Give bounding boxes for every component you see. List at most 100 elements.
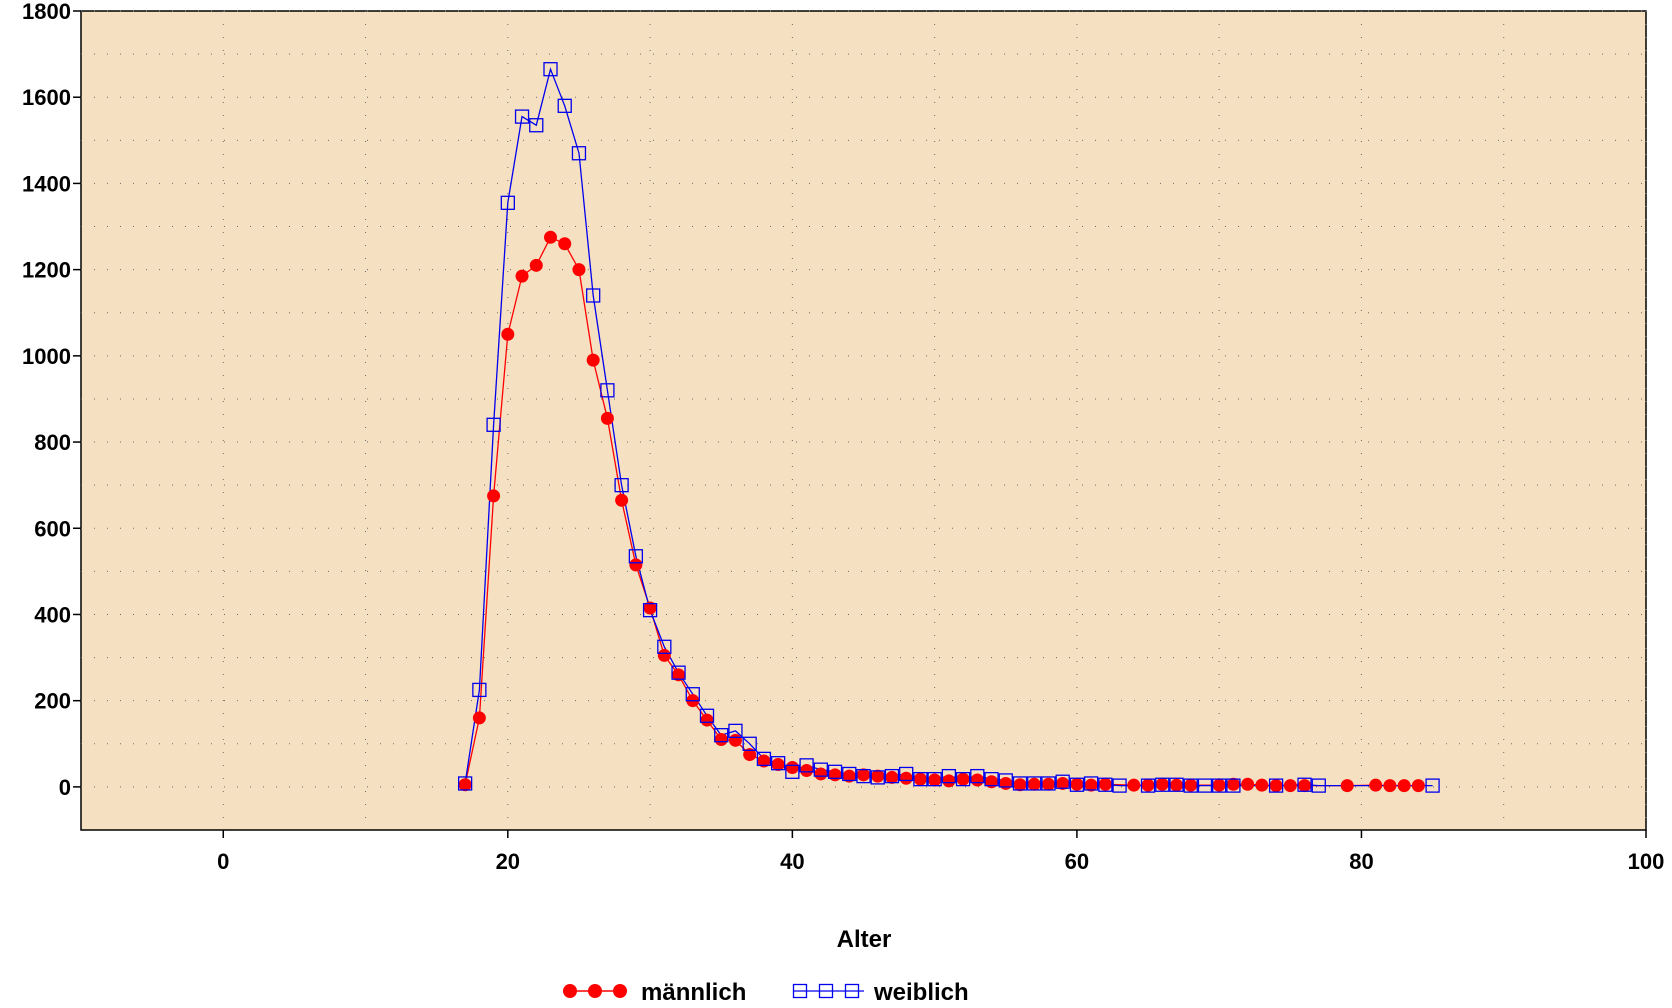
x-tick-label: 20 [496, 849, 520, 874]
data-point-maennlich [1170, 778, 1183, 792]
data-point-weiblich [586, 288, 601, 303]
data-point-weiblich [955, 771, 971, 787]
data-point-weiblich [1425, 778, 1440, 793]
data-point-weiblich [856, 768, 871, 784]
data-point-maennlich [1184, 778, 1198, 792]
y-tick-label: 800 [34, 430, 71, 455]
data-point-weiblich [785, 764, 800, 779]
data-point-weiblich [870, 770, 885, 785]
data-point-weiblich [1268, 778, 1284, 793]
data-point-weiblich [1027, 776, 1042, 791]
data-point-maennlich [970, 773, 984, 787]
data-point-weiblich [600, 383, 615, 398]
y-tick-label: 1600 [22, 85, 71, 110]
data-point-maennlich [757, 754, 771, 768]
data-point-weiblich [1183, 778, 1198, 793]
data-point-weiblich [1226, 778, 1241, 793]
data-point-maennlich [629, 558, 643, 572]
x-tick-label: 60 [1065, 849, 1089, 874]
data-point-maennlich [956, 772, 970, 786]
legend-marker-maennlich [563, 984, 577, 998]
data-point-maennlich [586, 353, 600, 367]
data-point-weiblich [543, 62, 558, 77]
data-point-maennlich [472, 711, 486, 725]
data-point-maennlich [501, 327, 515, 341]
data-point-weiblich [1069, 777, 1085, 792]
data-point-maennlich [1084, 778, 1098, 792]
data-point-weiblich [699, 708, 715, 723]
data-point-weiblich [514, 109, 530, 124]
data-point-maennlich [572, 263, 586, 277]
data-point-weiblich [642, 603, 658, 618]
data-point-weiblich [486, 417, 501, 432]
data-point-maennlich [544, 230, 557, 244]
data-point-maennlich [828, 768, 842, 782]
y-tick-label: 600 [34, 516, 71, 541]
data-point-weiblich [1055, 774, 1070, 789]
data-point-weiblich [756, 751, 772, 767]
data-point-weiblich [457, 776, 473, 791]
gridlines [81, 10, 1647, 830]
data-point-maennlich [1212, 778, 1226, 792]
data-point-weiblich [742, 736, 757, 751]
data-point-weiblich [657, 639, 672, 654]
data-point-weiblich [1140, 778, 1156, 793]
data-point-maennlich [643, 601, 657, 615]
plot-area [80, 10, 1647, 831]
legend-marker-maennlich [613, 984, 627, 998]
data-point-maennlich [1255, 778, 1269, 792]
y-tick-label: 1800 [22, 0, 71, 24]
data-point-maennlich [657, 648, 671, 662]
data-point-maennlich [1013, 778, 1027, 792]
y-tick-label: 1400 [22, 171, 71, 196]
data-point-weiblich [1083, 776, 1099, 791]
data-point-maennlich [1056, 776, 1070, 790]
data-point-weiblich [1197, 778, 1213, 793]
data-point-maennlich [1041, 777, 1055, 791]
data-point-maennlich [1098, 777, 1112, 791]
data-point-maennlich [928, 773, 942, 787]
data-point-maennlich [771, 757, 785, 771]
data-point-maennlich [529, 258, 543, 272]
data-point-weiblich [1098, 777, 1113, 792]
data-point-maennlich [1369, 778, 1383, 792]
data-point-maennlich [600, 411, 614, 425]
axes: 0 20 40 60 80 1000200400600800100012001400160… [22, 0, 1664, 874]
data-point-maennlich [515, 269, 529, 283]
legend-label-weiblich: weiblich [873, 979, 969, 1006]
data-point-maennlich [700, 713, 714, 727]
data-point-maennlich [913, 772, 927, 786]
data-point-maennlich [1283, 779, 1297, 793]
data-point-maennlich [1070, 777, 1084, 791]
data-point-weiblich [1297, 777, 1312, 792]
legend: männlich weiblich [563, 979, 969, 1006]
legend-marker-maennlich [588, 984, 602, 998]
data-point-maennlich [1141, 778, 1155, 792]
data-point-maennlich [1241, 777, 1255, 791]
x-tick-label: 0 [217, 849, 229, 874]
series-group [457, 62, 1440, 793]
data-point-weiblich [1212, 778, 1227, 793]
data-point-weiblich [770, 756, 786, 771]
data-point-maennlich [1340, 779, 1354, 793]
data-point-weiblich [472, 682, 487, 698]
data-point-maennlich [942, 774, 956, 788]
data-point-maennlich [1155, 777, 1169, 791]
data-point-weiblich [671, 665, 686, 680]
data-point-maennlich [615, 493, 629, 507]
data-point-weiblich [628, 549, 644, 564]
data-point-weiblich [1041, 776, 1056, 791]
data-point-maennlich [672, 668, 686, 682]
data-point-weiblich [970, 768, 985, 784]
data-point-maennlich [1226, 777, 1240, 791]
data-point-maennlich [1127, 778, 1141, 792]
y-tick-label: 1200 [22, 258, 71, 283]
data-point-weiblich [884, 768, 900, 784]
data-point-maennlich [458, 778, 472, 792]
y-tick-label: 0 [59, 775, 71, 800]
data-point-maennlich [1411, 779, 1425, 793]
data-point-maennlich [1027, 777, 1041, 791]
data-point-weiblich [842, 766, 857, 782]
data-point-weiblich [913, 771, 928, 787]
